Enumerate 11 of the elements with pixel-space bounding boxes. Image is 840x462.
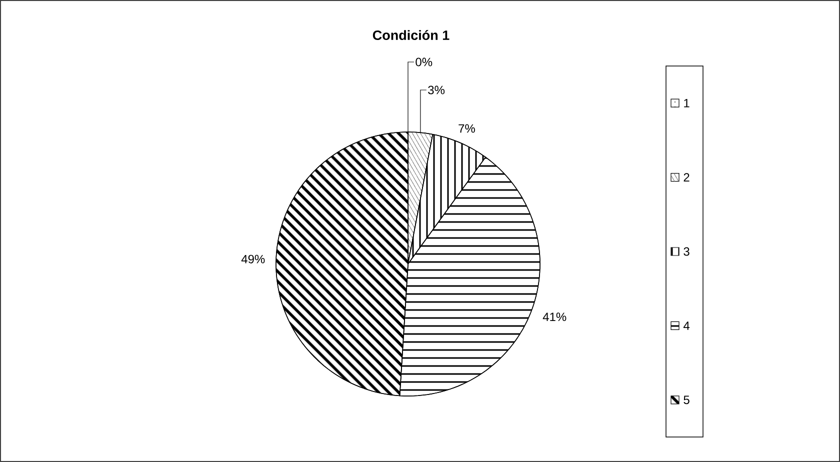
legend-label: 4 [683, 322, 690, 330]
chart-title: Condición 1 [372, 30, 450, 40]
data-label: 7% [458, 124, 475, 133]
text: 0% [416, 58, 432, 66]
data-label: 49% [241, 254, 265, 264]
legend-label: 5 [684, 396, 690, 404]
legend-label: 3 [684, 247, 690, 256]
data-label: 3% [428, 86, 445, 94]
legend-label: 1 [684, 98, 690, 108]
data-label: 41% [542, 312, 566, 322]
legend-label: 2 [684, 173, 690, 182]
